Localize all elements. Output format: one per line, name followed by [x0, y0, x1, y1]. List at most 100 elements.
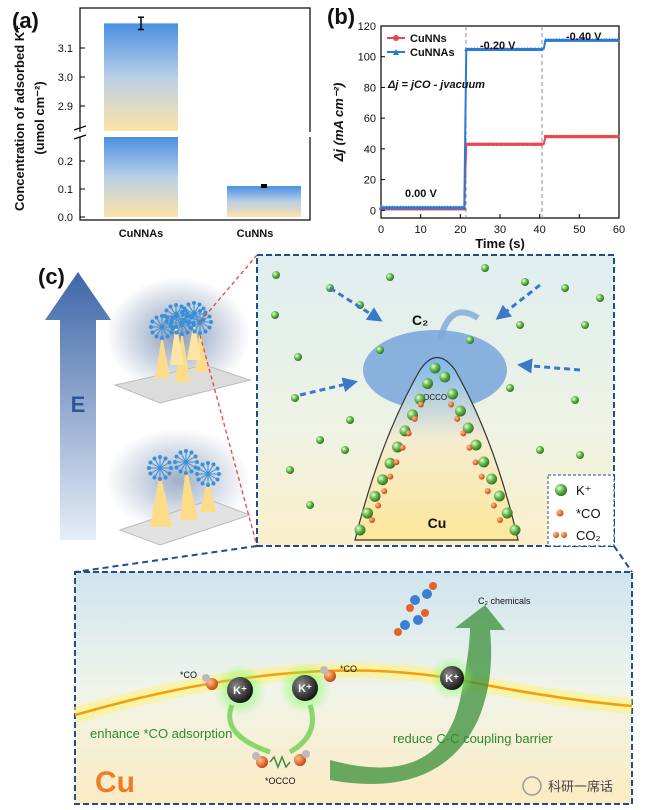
spikes-bottom: [147, 449, 221, 487]
marker-cunnas: [403, 205, 408, 210]
spike-tip: [170, 326, 175, 331]
ytick-0.1: 0.1: [58, 184, 73, 196]
xlabel-b: Time (s): [475, 236, 525, 251]
marker-cunns: [574, 134, 578, 139]
spike-tip: [182, 306, 187, 311]
marker-cunnas: [475, 47, 480, 52]
co-adsorbate: [381, 488, 388, 495]
spike-tip: [200, 481, 205, 486]
marker-cunns: [591, 134, 595, 139]
c2-chemicals-label: C₂ chemicals: [478, 596, 531, 606]
k-ion-free: [294, 353, 302, 361]
marker-cunnas: [571, 37, 576, 42]
spike-tip: [147, 466, 151, 470]
marker-cunns: [470, 142, 474, 147]
spike-tip: [184, 471, 188, 475]
ylabel-a-line1: Concentration of adsorbed K⁺: [12, 25, 27, 211]
k-ion: [429, 362, 441, 374]
marker-cunns: [543, 134, 548, 139]
spike-tip: [186, 302, 191, 307]
cone-cu-label: Cu: [428, 515, 447, 531]
co-label-left: *CO: [180, 670, 197, 680]
marker-cunnas: [480, 47, 485, 52]
k-ion-free: [571, 396, 579, 404]
marker-cunnas: [525, 47, 530, 52]
ytick-0.0: 0.0: [58, 212, 73, 224]
spike-tip: [163, 456, 168, 461]
marker-cunnas: [522, 47, 527, 52]
spike-tip: [195, 460, 199, 464]
k-ion-free: [376, 346, 384, 354]
spike-tip: [173, 460, 177, 464]
marker-cunns: [602, 134, 606, 139]
marker-cunns: [514, 142, 519, 147]
xtick-0: 0: [378, 224, 384, 236]
spike-tip: [192, 329, 197, 334]
marker-cunnas: [409, 205, 414, 210]
spike-tip: [181, 312, 185, 316]
k-ion: [493, 490, 505, 502]
zoom-line-bottom: [199, 334, 258, 547]
spike-tip: [163, 314, 167, 318]
spike-tip: [189, 469, 194, 474]
spike-tip: [207, 314, 212, 319]
energy-label: E: [71, 392, 86, 417]
spike-tip: [179, 323, 184, 328]
co-molecule-right: [320, 666, 336, 682]
spike-tip: [217, 472, 221, 476]
marker-cunnas: [398, 205, 403, 210]
spike-tip: [185, 330, 190, 335]
k-ion-free: [596, 294, 604, 302]
cu-surface-line: [74, 669, 633, 717]
k-ion-free: [291, 394, 299, 402]
k-ion-1: [227, 677, 253, 703]
equation-label: Δj = jCO - jvacuum: [387, 79, 485, 91]
k-ion: [509, 524, 521, 536]
marker-cunnas: [492, 47, 497, 52]
co-adsorbate: [393, 459, 400, 466]
k-ion-free: [521, 278, 529, 286]
k-ion: [501, 507, 513, 519]
panel-c-label: (c): [38, 264, 65, 289]
spike-tip: [148, 471, 153, 476]
marker-cunnas: [426, 205, 431, 210]
marker-cunnas: [599, 37, 604, 42]
marker-cunns: [483, 142, 488, 147]
marker-cunns: [489, 142, 494, 147]
spike-tip: [203, 329, 208, 334]
ytick-0.2: 0.2: [58, 156, 73, 168]
spike-tip: [174, 454, 179, 459]
axis-break-gap: [76, 132, 312, 137]
spike-tip: [158, 477, 162, 481]
co-adsorbate: [411, 415, 418, 422]
marker-cunnas: [392, 205, 397, 210]
marker-cunnas: [497, 47, 502, 52]
marker-cunns: [533, 142, 538, 147]
marker-cunnas: [519, 47, 524, 52]
co-adsorbate: [466, 444, 473, 451]
marker-cunnas: [593, 37, 598, 42]
spike-tip: [189, 450, 194, 455]
k-ion-free: [286, 466, 294, 474]
substrate-top: [113, 364, 252, 404]
spike-tip: [182, 317, 187, 322]
k-ion-free: [272, 271, 280, 279]
bar-cunns-errorbar: [261, 184, 267, 189]
k-ion: [392, 441, 403, 453]
legend-co-text: *CO: [576, 506, 601, 521]
xtick-50: 50: [573, 224, 585, 236]
k-ion: [486, 473, 498, 485]
co-adsorbate: [472, 459, 479, 466]
co-adsorbate: [387, 473, 394, 480]
k-label-3: K⁺: [445, 673, 459, 685]
xtick-10: 10: [415, 224, 427, 236]
k-ion-2: [292, 675, 318, 701]
occo-label-d: *OCCO: [265, 776, 296, 786]
marker-cunnas: [489, 47, 494, 52]
marker-cunnas: [390, 205, 395, 210]
panel-c-left: (c) E: [38, 254, 258, 547]
spike-tip: [193, 454, 198, 459]
marker-cunnas: [451, 205, 456, 210]
xtick-cunns: CuNNs: [237, 228, 274, 240]
